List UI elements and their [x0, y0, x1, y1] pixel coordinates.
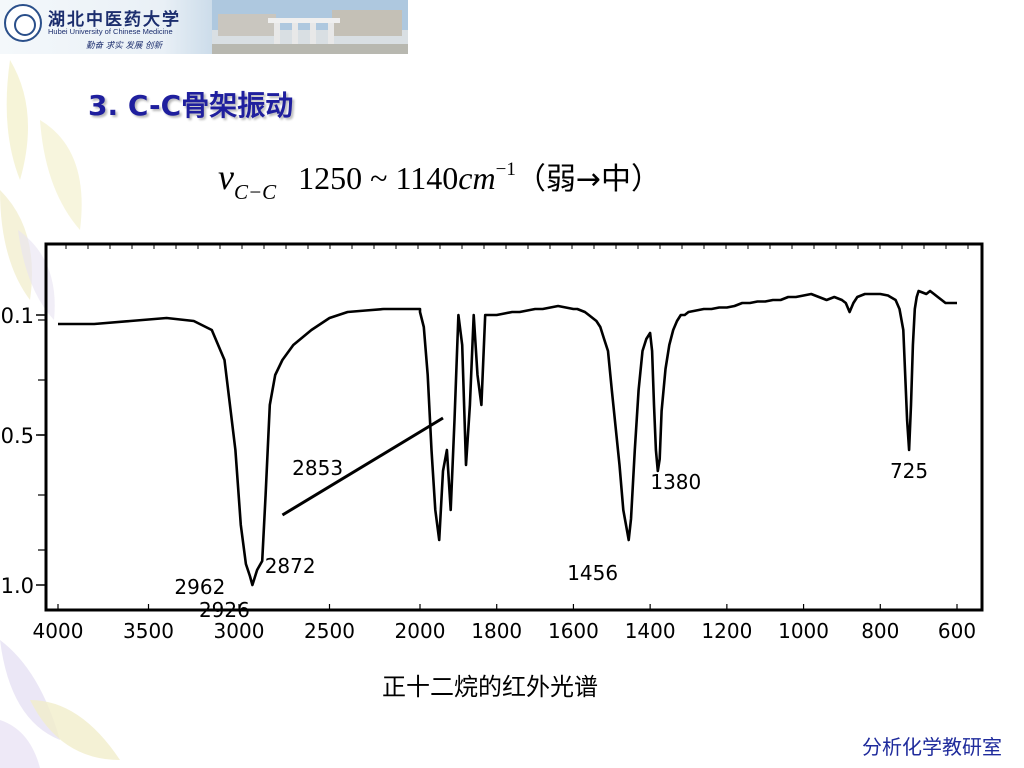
x-tick-label: 2500	[304, 619, 355, 643]
formula-symbol: ν	[218, 157, 234, 197]
slide-title: 3. C-C骨架振动	[88, 89, 294, 122]
formula-range: 1250 ~ 1140	[298, 160, 459, 196]
formula-exponent: −1	[495, 159, 516, 180]
x-axis: 4000 3500 3000 2500 2000 1800 1600 1400 1200 1000…	[33, 244, 976, 643]
formula-note-open: （弱	[515, 162, 576, 197]
zoom-connector-line	[281, 416, 444, 517]
formula-arrow: →	[575, 162, 601, 197]
university-name: 湖北中医药大学	[48, 10, 181, 30]
header-banner: 湖北中医药大学 Hubei University of Chinese Medi…	[0, 0, 408, 54]
university-seal-logo	[4, 4, 42, 42]
x-tick-label: 3000	[214, 619, 265, 643]
spectrum-line	[58, 289, 957, 587]
formula-note-close: 中）	[600, 162, 661, 197]
university-english-name: Hubei University of Chinese Medicine	[48, 27, 173, 36]
peak-label: 1380	[650, 470, 701, 494]
department-footer: 分析化学教研室	[862, 735, 1002, 759]
y-axis: 0.1 0.5 1.0	[1, 304, 46, 598]
formula-unit: cm	[458, 160, 496, 196]
chart-title: 正十二烷的红外光谱	[382, 673, 598, 701]
y-tick-label: 0.5	[1, 424, 34, 448]
campus-photo	[212, 0, 408, 54]
x-tick-label: 1000	[778, 619, 829, 643]
y-tick-label: 1.0	[1, 574, 34, 598]
university-motto: 勤奋 求实 发展 创新	[86, 41, 163, 51]
plot-frame	[44, 242, 984, 612]
peak-label: 725	[890, 459, 928, 483]
x-tick-label: 1400	[625, 619, 676, 643]
peak-label: 2962	[174, 575, 225, 599]
peak-label: 2853	[292, 456, 343, 480]
x-tick-label: 600	[938, 619, 976, 643]
formula-subscript: C−C	[233, 180, 277, 204]
x-tick-label: 3500	[123, 619, 174, 643]
x-tick-label: 4000	[33, 619, 84, 643]
x-tick-label: 2000	[395, 619, 446, 643]
y-tick-label: 0.1	[1, 304, 34, 328]
ir-spectrum-chart: 0.1 0.5 1.0 4000 3500 3000 2500 2000 1800 1600 14…	[1, 242, 984, 701]
plot-area-frame	[44, 242, 984, 612]
stretching-formula: νC−C 1250 ~ 1140cm−1（弱→中）	[218, 154, 661, 205]
x-tick-label: 1800	[471, 619, 522, 643]
x-tick-label: 1200	[701, 619, 752, 643]
peak-label: 2872	[265, 554, 316, 578]
peak-label: 1456	[567, 561, 618, 585]
x-tick-label: 1600	[548, 619, 599, 643]
x-tick-label: 800	[861, 619, 899, 643]
spectrum-series	[58, 289, 957, 587]
peak-label: 2926	[199, 598, 250, 622]
